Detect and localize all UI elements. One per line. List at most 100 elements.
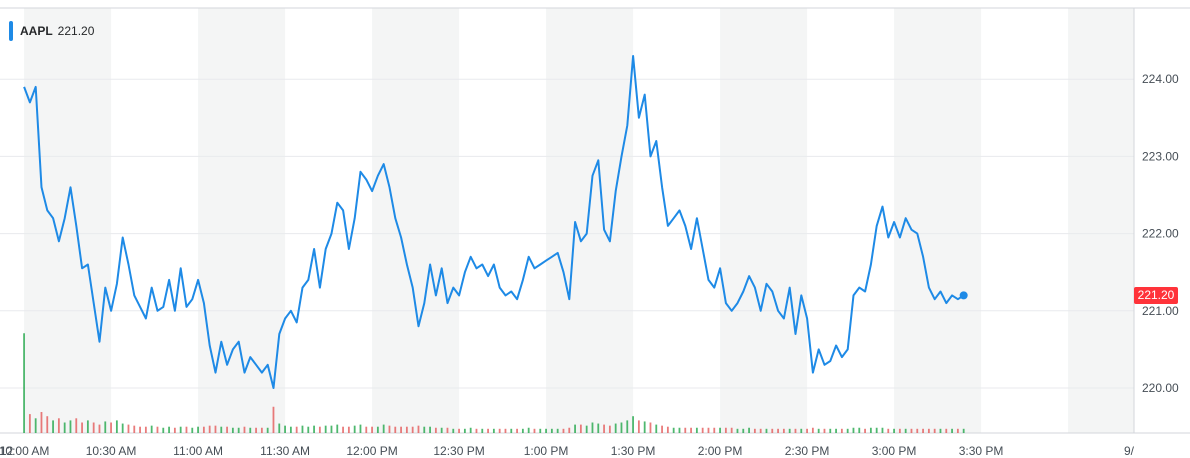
volume-bar-5: [52, 420, 54, 433]
volume-bar-27: [179, 426, 182, 433]
volume-bar-126: [753, 428, 756, 433]
volume-bar-11: [86, 420, 89, 433]
volume-bar-48: [301, 425, 304, 433]
x-tick-label-4: 11:30 AM: [260, 444, 310, 458]
volume-bar-2: [34, 418, 37, 433]
volume-bar-14: [104, 421, 107, 433]
x-tick-label-9: 2:00 PM: [698, 444, 743, 458]
volume-bar-41: [260, 427, 263, 433]
volume-bar-79: [481, 428, 484, 433]
volume-bar-102: [614, 423, 617, 433]
volume-bar-8: [69, 420, 72, 433]
volume-bar-34: [220, 426, 223, 433]
volume-bar-85: [516, 428, 518, 433]
volume-bar-9: [75, 418, 78, 433]
volume-bar-118: [707, 427, 710, 433]
volume-bar-138: [823, 428, 826, 433]
volume-bar-160: [951, 428, 953, 433]
volume-bar-26: [173, 427, 176, 433]
volume-bar-45: [284, 425, 286, 433]
volume-bar-24: [162, 427, 165, 433]
volume-bar-89: [539, 428, 542, 433]
x-tick-label-7: 1:00 PM: [524, 444, 569, 458]
volume-bar-54: [336, 424, 339, 433]
volume-bar-16: [115, 420, 118, 433]
volume-bar-88: [533, 428, 536, 433]
volume-bar-66: [405, 426, 408, 433]
x-tick-label-13: 9/: [1124, 444, 1135, 458]
volume-bar-100: [603, 424, 605, 433]
volume-bar-67: [411, 426, 414, 433]
volume-bar-135: [806, 428, 808, 433]
volume-bar-81: [492, 428, 495, 433]
volume-bar-157: [933, 428, 936, 433]
volume-bar-146: [869, 427, 872, 433]
x-tick-label-6: 12:30 PM: [433, 444, 484, 458]
volume-bar-125: [748, 427, 750, 433]
volume-bar-96: [579, 424, 582, 433]
x-tick-label-2: 10:30 AM: [86, 444, 137, 458]
volume-bar-3: [40, 412, 43, 433]
chart-legend[interactable]: AAPL 221.20: [9, 18, 94, 44]
volume-bar-76: [463, 428, 466, 433]
volume-bar-106: [637, 420, 640, 433]
y-tick-label-1: 221.00: [1142, 304, 1179, 318]
volume-bar-99: [597, 423, 600, 433]
volume-bar-143: [852, 427, 855, 433]
volume-bar-18: [127, 424, 130, 433]
volume-bar-114: [684, 427, 687, 433]
volume-bar-58: [359, 424, 362, 433]
volume-bar-6: [57, 418, 60, 433]
volume-bar-153: [910, 428, 913, 433]
y-tick-label-2: 222.00: [1142, 227, 1179, 241]
y-tick-label-0: 220.00: [1142, 381, 1179, 395]
volume-bar-22: [150, 425, 153, 433]
volume-bar-77: [469, 427, 472, 433]
volume-bar-104: [626, 420, 629, 433]
volume-bar-94: [568, 427, 571, 433]
volume-bar-55: [342, 426, 344, 433]
volume-bar-30: [197, 426, 199, 433]
volume-bar-101: [608, 425, 611, 433]
volume-bar-68: [417, 425, 420, 433]
x-tick-label-11: 3:00 PM: [872, 444, 917, 458]
price-line: [23, 55, 965, 389]
volume-bar-131: [782, 428, 785, 433]
volume-bar-152: [904, 428, 907, 433]
legend-swatch: [9, 21, 13, 41]
x-tick-label-1: 10:00 AM: [0, 444, 49, 458]
volume-bar-82: [498, 428, 501, 433]
volume-bar-127: [759, 428, 762, 433]
volume-bar-46: [289, 426, 292, 433]
volume-bar-142: [846, 428, 849, 433]
volume-bar-145: [864, 428, 866, 433]
volume-bar-139: [829, 428, 832, 433]
volume-bar-110: [661, 425, 663, 433]
volume-bar-90: [545, 428, 547, 433]
volume-bar-111: [666, 426, 669, 433]
x-tick-label-10: 2:30 PM: [785, 444, 830, 458]
volume-bar-70: [429, 426, 431, 433]
volume-bar-10: [81, 422, 83, 433]
shaded-band-2: [372, 8, 460, 433]
volume-bar-62: [382, 424, 385, 433]
volume-bar-12: [92, 422, 95, 433]
volume-bar-161: [956, 428, 959, 433]
volume-bar-49: [307, 426, 310, 433]
volume-bar-91: [550, 428, 553, 433]
volume-bar-95: [574, 424, 576, 433]
volume-bar-29: [191, 427, 194, 433]
volume-bar-50: [313, 425, 315, 433]
volume-bar-123: [736, 428, 739, 433]
volume-bar-69: [423, 426, 426, 433]
volume-bar-116: [695, 427, 698, 433]
x-tick-label-12: 3:30 PM: [959, 444, 1004, 458]
volume-bar-120: [719, 427, 721, 433]
volume-bar-130: [777, 428, 779, 433]
volume-bar-15: [110, 422, 112, 433]
x-tick-label-5: 12:00 PM: [346, 444, 397, 458]
volume-bar-71: [434, 427, 437, 433]
volume-bar-47: [295, 426, 298, 433]
volume-bar-36: [231, 427, 234, 433]
